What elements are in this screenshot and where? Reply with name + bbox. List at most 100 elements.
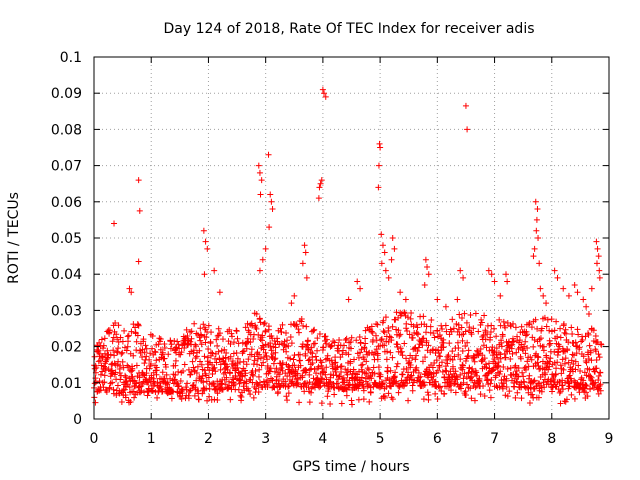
- y-tick-label: 0.05: [51, 231, 82, 247]
- data-point: [524, 358, 531, 365]
- data-point: [357, 285, 364, 292]
- data-point: [522, 332, 529, 339]
- data-point: [319, 375, 326, 382]
- data-point: [414, 324, 421, 331]
- data-point: [382, 267, 389, 274]
- data-point: [574, 326, 581, 333]
- data-point: [232, 367, 239, 374]
- data-point: [451, 353, 458, 360]
- data-point: [204, 245, 211, 252]
- data-point: [593, 260, 600, 267]
- data-point: [190, 347, 197, 354]
- data-point: [355, 385, 362, 392]
- data-point: [397, 331, 404, 338]
- data-point: [205, 374, 212, 381]
- data-point: [225, 385, 232, 392]
- data-point: [553, 365, 560, 372]
- data-point: [318, 400, 325, 407]
- data-point: [563, 396, 570, 403]
- data-point: [242, 324, 249, 331]
- data-point: [381, 249, 388, 256]
- data-point: [311, 326, 318, 333]
- y-tick-label: 0: [73, 412, 82, 428]
- data-point: [359, 361, 366, 368]
- data-point: [316, 184, 323, 191]
- data-point: [477, 391, 484, 398]
- data-point: [211, 396, 218, 403]
- data-point: [577, 367, 584, 374]
- data-point: [493, 372, 500, 379]
- data-point: [184, 380, 191, 387]
- data-point: [244, 335, 251, 342]
- data-point: [532, 198, 539, 205]
- data-point: [128, 328, 135, 335]
- data-point: [504, 278, 511, 285]
- data-point: [393, 309, 400, 316]
- data-point: [357, 349, 364, 356]
- data-point: [348, 334, 355, 341]
- data-point: [343, 392, 350, 399]
- data-point: [343, 349, 350, 356]
- data-point: [256, 169, 263, 176]
- data-point: [590, 385, 597, 392]
- data-point: [454, 339, 461, 346]
- data-point: [434, 367, 441, 374]
- data-point: [192, 341, 199, 348]
- data-point: [294, 381, 301, 388]
- data-point: [101, 363, 108, 370]
- data-point: [253, 325, 260, 332]
- data-point: [333, 380, 340, 387]
- data-point: [253, 311, 260, 318]
- data-point: [464, 381, 471, 388]
- data-point: [399, 352, 406, 359]
- data-point: [109, 379, 116, 386]
- data-point: [373, 320, 380, 327]
- data-point: [424, 389, 431, 396]
- data-point: [214, 390, 221, 397]
- data-point: [557, 325, 564, 332]
- data-point: [268, 198, 275, 205]
- data-point: [414, 348, 421, 355]
- data-point: [272, 349, 279, 356]
- data-point: [369, 329, 376, 336]
- y-tick-label: 0.01: [51, 376, 82, 392]
- data-point: [215, 348, 222, 355]
- data-point: [241, 367, 248, 374]
- data-point: [384, 364, 391, 371]
- data-point: [302, 249, 309, 256]
- data-point: [452, 368, 459, 375]
- data-point: [472, 310, 479, 317]
- data-point: [172, 362, 179, 369]
- data-point: [183, 326, 190, 333]
- data-point: [574, 289, 581, 296]
- data-point: [229, 358, 236, 365]
- data-point: [296, 357, 303, 364]
- data-point: [294, 375, 301, 382]
- data-point: [553, 318, 560, 325]
- data-point: [590, 327, 597, 334]
- data-point: [380, 317, 387, 324]
- data-point: [187, 338, 194, 345]
- data-point: [109, 338, 116, 345]
- data-point: [200, 379, 207, 386]
- data-point: [488, 376, 495, 383]
- data-point: [342, 366, 349, 373]
- data-point: [488, 271, 495, 278]
- data-point: [392, 369, 399, 376]
- data-point: [346, 382, 353, 389]
- data-point: [512, 394, 519, 401]
- data-point: [213, 336, 220, 343]
- data-point: [355, 396, 362, 403]
- data-point: [107, 351, 114, 358]
- data-point: [499, 331, 506, 338]
- data-point: [422, 256, 429, 263]
- data-point: [496, 370, 503, 377]
- data-point: [592, 333, 599, 340]
- data-point: [446, 382, 453, 389]
- data-point: [121, 327, 128, 334]
- data-point: [503, 375, 510, 382]
- data-point: [419, 358, 426, 365]
- data-point: [556, 343, 563, 350]
- data-point: [499, 385, 506, 392]
- data-point: [431, 334, 438, 341]
